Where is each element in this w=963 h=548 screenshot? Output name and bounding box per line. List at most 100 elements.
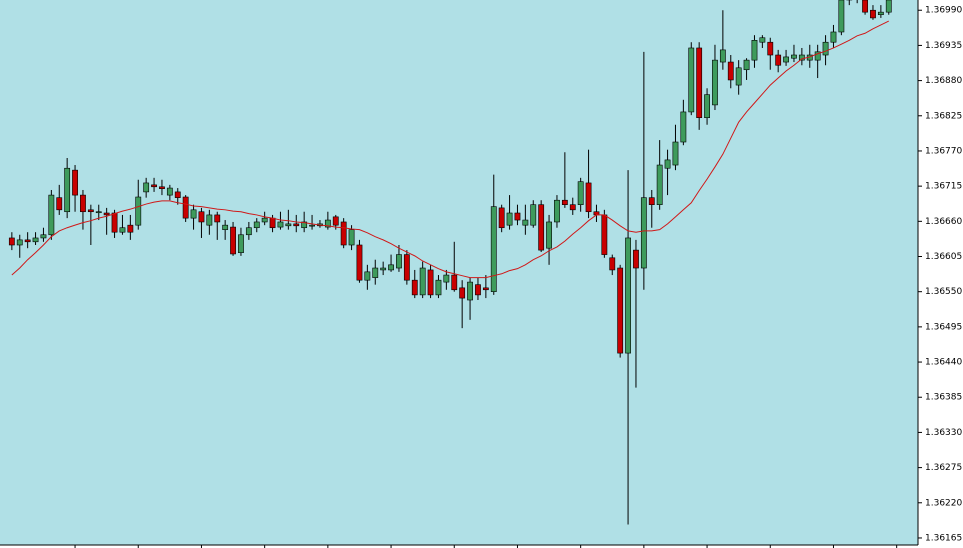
candle-body-down: [482, 287, 489, 291]
y-tick-label: 1.36825: [925, 111, 962, 121]
candle-body-up: [506, 212, 513, 226]
candle-body-up: [143, 182, 150, 193]
y-tick-label: 1.36605: [925, 252, 962, 262]
y-tick-label: 1.36990: [925, 6, 962, 16]
candle-body-up: [530, 204, 537, 226]
candle-body-up: [135, 196, 142, 226]
candle-body-down: [459, 287, 466, 299]
candle-body-down: [767, 41, 774, 56]
candle-body-down: [159, 186, 165, 190]
candle-body-up: [206, 214, 213, 226]
y-tick-label: 1.36935: [925, 41, 962, 51]
candle-body-up: [822, 41, 829, 56]
plot-background: [0, 0, 918, 545]
candle-body-up: [467, 281, 473, 301]
candle-body-up: [277, 221, 284, 228]
candle-body-up: [838, 0, 845, 33]
candle-body-up: [238, 234, 244, 253]
candle-body-down: [356, 244, 363, 281]
candle-body-up: [190, 209, 197, 219]
candle-body-down: [475, 284, 481, 296]
moving-average-line: [11, 20, 889, 279]
candle-body-up: [285, 223, 292, 227]
candle-body-up: [364, 271, 371, 281]
candle-body-up: [830, 31, 837, 43]
candle-body-up: [348, 229, 355, 246]
candle-body-up: [791, 54, 797, 59]
y-tick-label: 1.36770: [925, 146, 962, 156]
candle-body-up: [388, 264, 394, 271]
candle-body-down: [727, 61, 734, 81]
candle-body-down: [269, 217, 276, 229]
candle-body-down: [293, 223, 300, 227]
candle-body-up: [719, 49, 726, 63]
candle-body-down: [862, 0, 868, 13]
candle-body-up: [48, 194, 55, 236]
candle-body-down: [72, 169, 78, 196]
candle-body-up: [301, 221, 308, 229]
candle-body-down: [111, 212, 118, 233]
plot-area: [8, 0, 892, 525]
candle-body-down: [127, 224, 134, 233]
candle-body-down: [198, 211, 205, 223]
candle-body-up: [95, 211, 102, 214]
candle-body-up: [554, 199, 560, 223]
candle-body-down: [451, 274, 458, 291]
candle-body-down: [151, 184, 157, 188]
candle-body-down: [214, 214, 221, 223]
candle-body-up: [656, 164, 663, 205]
candle-body-down: [80, 194, 86, 213]
candle-body-up: [712, 59, 718, 106]
candle-body-up: [672, 141, 679, 166]
candle-body-down: [538, 204, 545, 251]
candle-body-up: [372, 267, 379, 278]
candle-body-up: [16, 239, 23, 246]
y-tick-label: 1.36275: [925, 463, 962, 473]
candle-body-down: [24, 239, 31, 243]
candle-body-down: [56, 197, 63, 211]
candle-body-down: [569, 204, 576, 211]
candle-body-up: [735, 67, 742, 86]
candle-body-up: [798, 54, 805, 61]
candle-body-up: [309, 224, 315, 227]
candle-body-up: [380, 267, 387, 271]
candle-body-up: [419, 267, 426, 296]
candle-body-up: [522, 219, 529, 226]
candle-body-up: [222, 224, 229, 230]
candle-body-up: [490, 206, 497, 292]
candle-body-up: [166, 187, 173, 196]
y-tick-label: 1.36165: [925, 533, 962, 543]
y-tick-label: 1.36880: [925, 76, 962, 86]
candle-body-down: [340, 221, 347, 246]
candle-body-up: [253, 221, 260, 229]
candle-body-up: [577, 181, 584, 205]
candle-body-up: [546, 221, 552, 249]
candle-body-up: [625, 237, 631, 354]
axis-panel-bottom: [0, 545, 918, 548]
candle-body-up: [64, 167, 71, 213]
y-tick-label: 1.36715: [925, 182, 962, 192]
candle-body-down: [332, 216, 339, 226]
y-tick-label: 1.36385: [925, 393, 962, 403]
candle-body-up: [324, 219, 331, 228]
candle-body-up: [814, 51, 821, 61]
candle-body-up: [396, 254, 402, 269]
candle-body-up: [40, 234, 47, 239]
candle-body-down: [174, 191, 181, 198]
candle-body-down: [403, 254, 410, 281]
y-tick-label: 1.36660: [925, 217, 962, 227]
candle-body-up: [751, 39, 758, 61]
candle-body-down: [103, 212, 110, 216]
axis-panel: [918, 0, 963, 548]
y-tick-label: 1.36550: [925, 287, 962, 297]
candle-body-down: [775, 54, 782, 66]
candle-body-up: [759, 37, 766, 43]
candle-body-up: [704, 94, 710, 118]
candle-body-down: [87, 209, 94, 213]
candle-body-up: [680, 111, 687, 143]
y-tick-label: 1.36495: [925, 322, 962, 332]
candle-body-up: [877, 11, 884, 16]
candle-body-down: [696, 47, 703, 118]
